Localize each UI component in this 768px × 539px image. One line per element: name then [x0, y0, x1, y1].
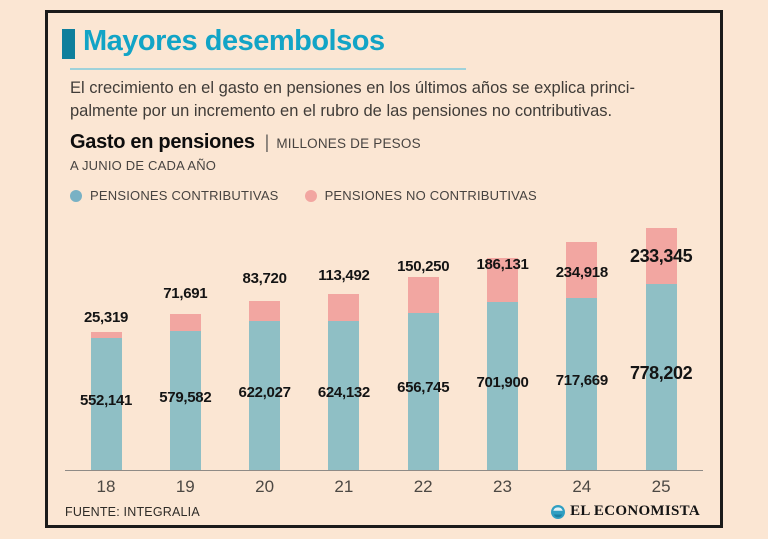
chart-header: Gasto en pensiones | MILLONES DE PESOS — [70, 131, 421, 154]
title-underline — [70, 68, 466, 70]
bar-no-contributivas-20 — [249, 301, 281, 321]
legend-item-no-contributivas: PENSIONES NO CONTRIBUTIVAS — [304, 188, 537, 203]
value-label-no-contributivas-18: 25,319 — [83, 309, 129, 326]
legend-dot-contributivas-icon — [70, 189, 82, 202]
bar-contributivas-23 — [487, 302, 518, 470]
bar-contributivas-19 — [169, 331, 201, 470]
bar-contributivas-18 — [90, 338, 122, 470]
legend-label-no-contributivas: PENSIONES NO CONTRIBUTIVAS — [324, 188, 537, 203]
chart-subtitle: A JUNIO DE CADA AÑO — [70, 158, 217, 173]
bar-no-contributivas-21 — [328, 294, 360, 321]
x-axis-tick-25: 25 — [651, 477, 671, 496]
value-label-contributivas-24: 717,669 — [555, 372, 608, 389]
bar-contributivas-25 — [645, 284, 677, 470]
x-axis-line — [65, 470, 703, 471]
brand-name: EL ECONOMISTA — [570, 503, 700, 519]
legend-item-contributivas: PENSIONES CONTRIBUTIVAS — [70, 188, 279, 203]
chart-title: Gasto en pensiones — [70, 131, 255, 153]
plot-area: 552,141 25,319 579,582 71,691 622,027 83,720 6… — [48, 13, 720, 470]
value-label-no-contributivas-20: 83,720 — [242, 270, 287, 287]
bar-no-contributivas-22 — [407, 277, 439, 313]
value-label-contributivas-23: 701,900 — [476, 374, 529, 391]
value-label-no-contributivas-21: 113,492 — [318, 267, 370, 284]
bar-contributivas-24 — [566, 298, 598, 470]
x-axis-tick-20: 20 — [255, 477, 275, 496]
brand-logo: EL ECONOMISTA — [551, 503, 700, 520]
x-axis-tick-19: 19 — [175, 477, 195, 496]
infographic-card: Mayores desembolsos El crecimiento en el… — [45, 10, 723, 528]
bar-no-contributivas-25 — [645, 228, 677, 284]
bar-no-contributivas-23 — [487, 258, 518, 302]
description-text: El crecimiento en el gasto en pensiones … — [70, 77, 700, 124]
value-label-no-contributivas-25: 233,345 — [629, 246, 693, 266]
description-line-2: palmente por un incremento en el rubro d… — [70, 102, 613, 121]
x-axis-tick-24: 24 — [572, 477, 592, 496]
value-label-no-contributivas-22: 150,250 — [397, 258, 450, 275]
brand-globe-icon — [551, 504, 566, 519]
value-label-contributivas-21: 624,132 — [317, 384, 370, 401]
page-title: Mayores desembolsos — [83, 25, 385, 57]
bar-no-contributivas-18 — [90, 332, 122, 338]
legend-label-contributivas: PENSIONES CONTRIBUTIVAS — [90, 188, 279, 203]
x-axis-tick-21: 21 — [334, 477, 354, 496]
bar-no-contributivas-24 — [566, 242, 598, 298]
chart-units-label: MILLONES DE PESOS — [276, 136, 421, 151]
x-axis-tick-23: 23 — [493, 477, 512, 496]
title-row: Mayores desembolsos — [62, 25, 385, 59]
bar-no-contributivas-19 — [169, 314, 201, 331]
description-line-1: El crecimiento en el gasto en pensiones … — [70, 79, 635, 97]
bar-contributivas-21 — [328, 321, 360, 470]
value-label-no-contributivas-24: 234,918 — [555, 264, 608, 281]
source-text: FUENTE: INTEGRALIA — [65, 505, 200, 519]
value-label-contributivas-18: 552,141 — [79, 392, 133, 409]
bar-contributivas-20 — [249, 321, 281, 470]
bar-contributivas-22 — [407, 313, 439, 470]
value-label-no-contributivas-19: 71,691 — [163, 285, 208, 302]
x-axis-tick-18: 18 — [96, 477, 116, 496]
legend-dot-no-contributivas-icon — [304, 189, 317, 202]
value-label-contributivas-25: 778,202 — [629, 363, 693, 383]
value-label-contributivas-19: 579,582 — [159, 389, 212, 406]
value-label-contributivas-20: 622,027 — [238, 384, 291, 401]
chart-legend: PENSIONES CONTRIBUTIVAS PENSIONES NO CON… — [70, 188, 537, 203]
x-axis-tick-22: 22 — [413, 477, 433, 496]
value-label-no-contributivas-23: 186,131 — [476, 256, 529, 273]
value-label-contributivas-22: 656,745 — [397, 379, 450, 396]
chart-title-separator: | — [264, 132, 270, 152]
title-marker — [62, 29, 75, 59]
